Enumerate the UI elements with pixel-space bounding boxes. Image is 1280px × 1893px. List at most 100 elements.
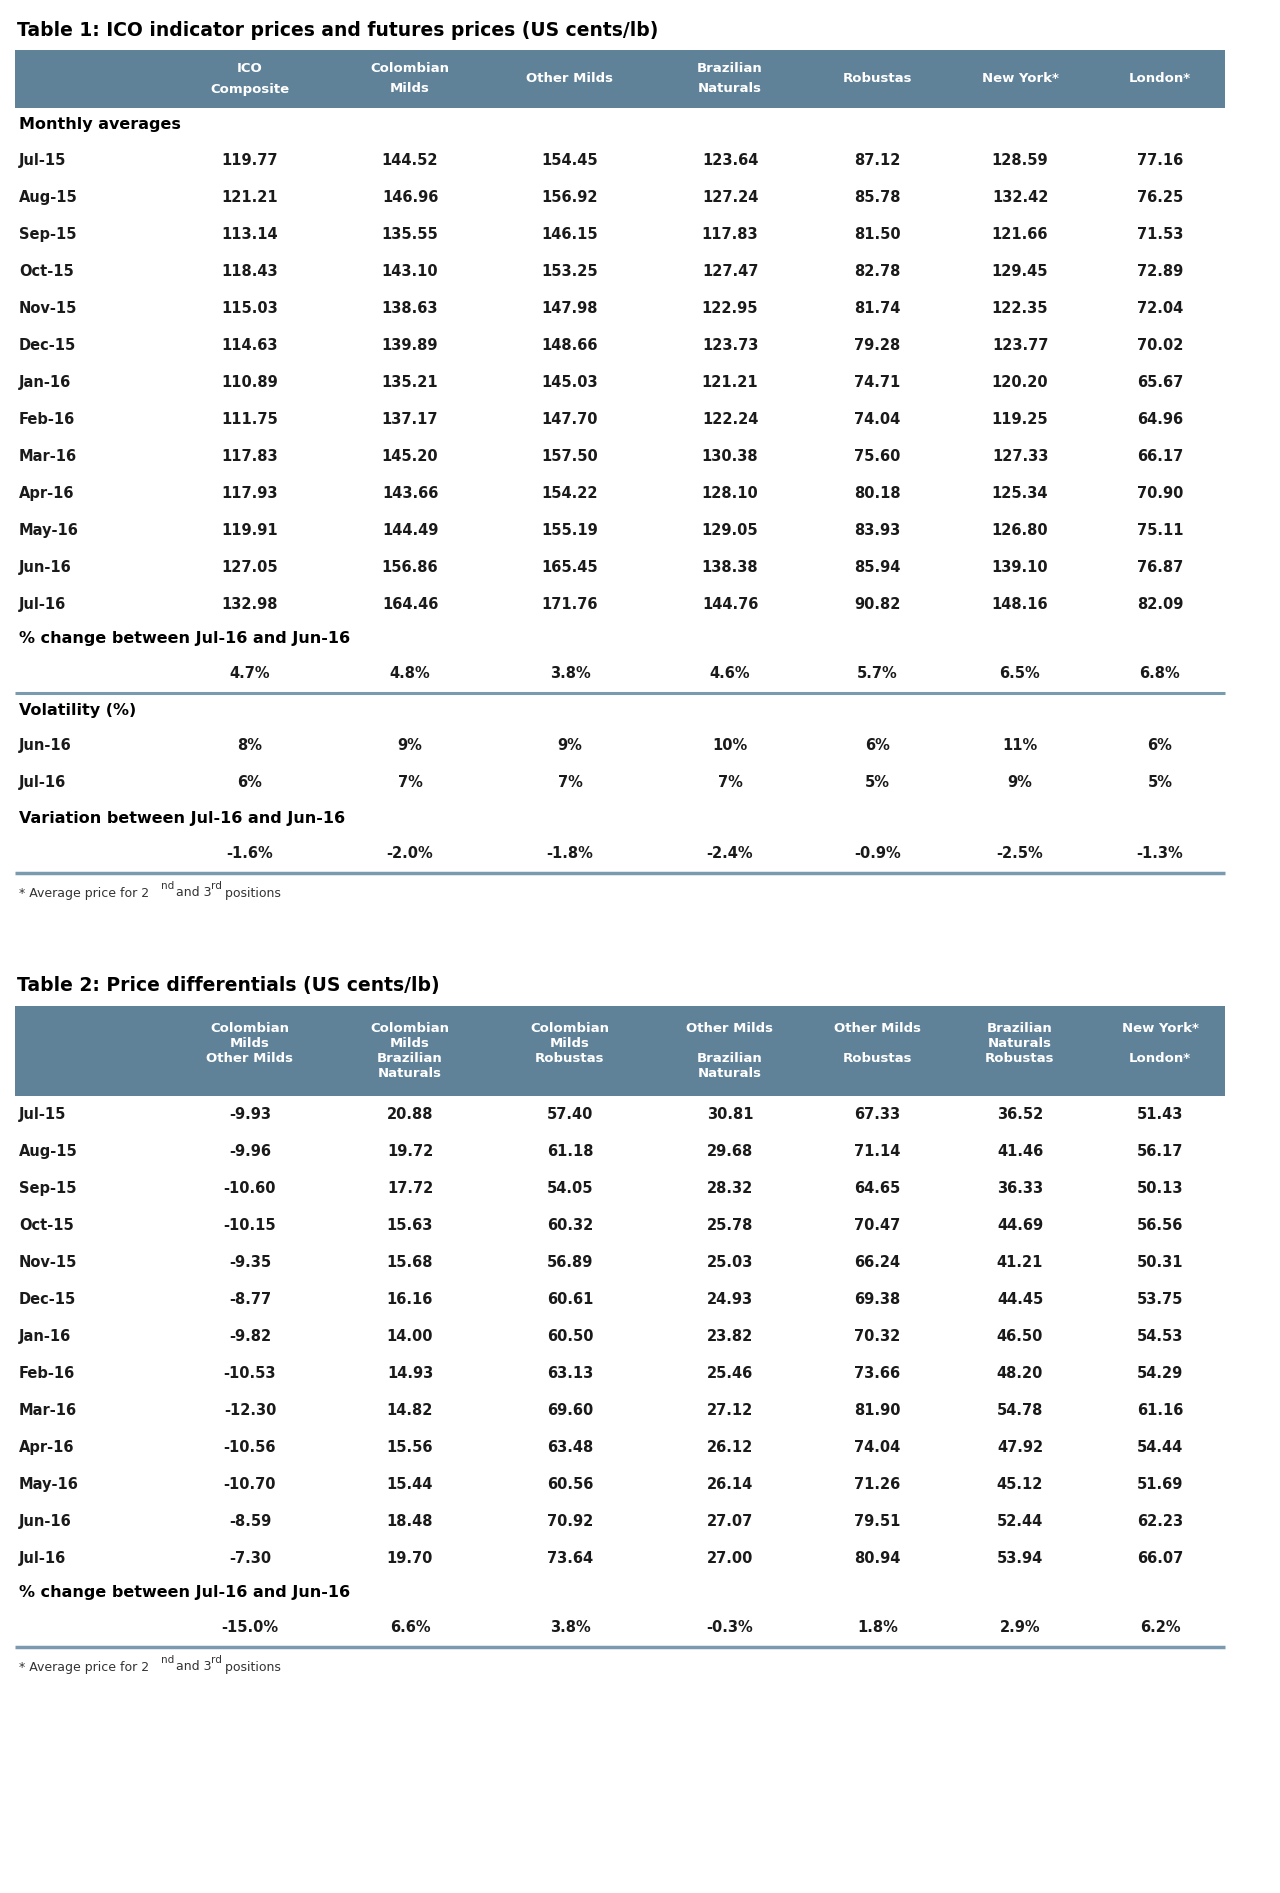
- Text: 85.94: 85.94: [854, 560, 901, 575]
- Text: 127.47: 127.47: [701, 263, 758, 278]
- Text: 130.38: 130.38: [701, 449, 758, 464]
- Text: 5.7%: 5.7%: [858, 666, 897, 681]
- Text: 6.5%: 6.5%: [1000, 666, 1041, 681]
- Text: 138.38: 138.38: [701, 560, 758, 575]
- Bar: [15, 49, 1225, 108]
- Text: -2.0%: -2.0%: [387, 846, 434, 861]
- Text: 115.03: 115.03: [221, 301, 278, 316]
- Text: Table 2: Price differentials (US cents/lb): Table 2: Price differentials (US cents/l…: [17, 977, 439, 996]
- Text: 144.49: 144.49: [381, 522, 438, 538]
- Text: May-16: May-16: [19, 1477, 79, 1492]
- Text: 27.12: 27.12: [707, 1403, 753, 1418]
- Text: 7%: 7%: [558, 774, 582, 789]
- Text: Sep-15: Sep-15: [19, 227, 77, 242]
- Text: 138.63: 138.63: [381, 301, 438, 316]
- Text: 76.87: 76.87: [1137, 560, 1183, 575]
- Text: 127.24: 127.24: [701, 189, 758, 204]
- Text: 82.78: 82.78: [854, 263, 901, 278]
- Text: 135.21: 135.21: [381, 375, 438, 390]
- Text: 64.65: 64.65: [854, 1181, 901, 1196]
- Text: 6%: 6%: [865, 738, 890, 753]
- Text: Jan-16: Jan-16: [19, 375, 72, 390]
- Text: Composite: Composite: [210, 83, 289, 95]
- Text: and 3: and 3: [172, 886, 211, 899]
- Text: 144.76: 144.76: [701, 596, 758, 611]
- Text: -0.3%: -0.3%: [707, 1620, 754, 1636]
- Text: New York*: New York*: [982, 72, 1059, 85]
- Text: -1.8%: -1.8%: [547, 846, 594, 861]
- Text: -10.70: -10.70: [224, 1477, 276, 1492]
- Text: Milds: Milds: [230, 1037, 270, 1051]
- Text: 156.92: 156.92: [541, 189, 598, 204]
- Text: 147.98: 147.98: [541, 301, 598, 316]
- Text: 54.29: 54.29: [1137, 1367, 1183, 1382]
- Text: 36.33: 36.33: [997, 1181, 1043, 1196]
- Text: Naturals: Naturals: [698, 83, 762, 95]
- Text: 87.12: 87.12: [854, 153, 901, 168]
- Text: Oct-15: Oct-15: [19, 1217, 74, 1232]
- Text: 25.46: 25.46: [707, 1367, 753, 1382]
- Text: 11%: 11%: [1002, 738, 1038, 753]
- Text: Other Milds: Other Milds: [526, 72, 613, 85]
- Text: 4.8%: 4.8%: [389, 666, 430, 681]
- Text: 1.8%: 1.8%: [858, 1620, 899, 1636]
- Text: rd: rd: [211, 880, 221, 892]
- Text: -10.56: -10.56: [224, 1441, 276, 1456]
- Text: 46.50: 46.50: [997, 1329, 1043, 1344]
- Text: London*: London*: [1129, 72, 1192, 85]
- Text: 70.90: 70.90: [1137, 487, 1183, 502]
- Text: -8.59: -8.59: [229, 1514, 271, 1530]
- Text: 27.00: 27.00: [707, 1550, 753, 1566]
- Text: 54.53: 54.53: [1137, 1329, 1183, 1344]
- Text: -2.5%: -2.5%: [997, 846, 1043, 861]
- Text: Jul-15: Jul-15: [19, 153, 67, 168]
- Text: Apr-16: Apr-16: [19, 1441, 74, 1456]
- Text: 41.21: 41.21: [997, 1255, 1043, 1270]
- Text: -9.93: -9.93: [229, 1107, 271, 1123]
- Text: 71.14: 71.14: [854, 1143, 901, 1159]
- Text: Sep-15: Sep-15: [19, 1181, 77, 1196]
- Text: 72.04: 72.04: [1137, 301, 1183, 316]
- Text: 24.93: 24.93: [707, 1293, 753, 1306]
- Text: 66.17: 66.17: [1137, 449, 1183, 464]
- Text: 74.71: 74.71: [854, 375, 901, 390]
- Text: Naturals: Naturals: [698, 1068, 762, 1081]
- Text: 60.50: 60.50: [547, 1329, 593, 1344]
- Text: % change between Jul-16 and Jun-16: % change between Jul-16 and Jun-16: [19, 632, 351, 647]
- Text: Milds: Milds: [390, 83, 430, 95]
- Text: Nov-15: Nov-15: [19, 1255, 77, 1270]
- Text: 70.92: 70.92: [547, 1514, 593, 1530]
- Text: 29.68: 29.68: [707, 1143, 753, 1159]
- Text: 145.20: 145.20: [381, 449, 438, 464]
- Text: 26.12: 26.12: [707, 1441, 753, 1456]
- Text: and 3: and 3: [172, 1660, 211, 1673]
- Text: 139.10: 139.10: [992, 560, 1048, 575]
- Text: Robustas: Robustas: [842, 1053, 913, 1066]
- Text: 51.69: 51.69: [1137, 1477, 1183, 1492]
- Text: 64.96: 64.96: [1137, 413, 1183, 428]
- Text: 18.48: 18.48: [387, 1514, 433, 1530]
- Text: 70.32: 70.32: [854, 1329, 901, 1344]
- Text: 121.21: 121.21: [701, 375, 758, 390]
- Text: 54.78: 54.78: [997, 1403, 1043, 1418]
- Text: Apr-16: Apr-16: [19, 487, 74, 502]
- Text: 70.02: 70.02: [1137, 339, 1183, 352]
- Text: 9%: 9%: [1007, 774, 1033, 789]
- Text: 63.48: 63.48: [547, 1441, 593, 1456]
- Text: 122.35: 122.35: [992, 301, 1048, 316]
- Text: 110.89: 110.89: [221, 375, 278, 390]
- Text: Jul-16: Jul-16: [19, 1550, 67, 1566]
- Text: Volatility (%): Volatility (%): [19, 702, 136, 717]
- Text: 44.69: 44.69: [997, 1217, 1043, 1232]
- Text: 5%: 5%: [865, 774, 890, 789]
- Text: Jul-16: Jul-16: [19, 774, 67, 789]
- Text: Brazilian: Brazilian: [987, 1022, 1053, 1035]
- Text: 8%: 8%: [238, 738, 262, 753]
- Text: Jun-16: Jun-16: [19, 1514, 72, 1530]
- Text: 128.10: 128.10: [701, 487, 758, 502]
- Text: -12.30: -12.30: [224, 1403, 276, 1418]
- Text: 70.47: 70.47: [854, 1217, 901, 1232]
- Text: Colombian: Colombian: [370, 1022, 449, 1035]
- Text: Robustas: Robustas: [986, 1053, 1055, 1066]
- Text: 3.8%: 3.8%: [549, 1620, 590, 1636]
